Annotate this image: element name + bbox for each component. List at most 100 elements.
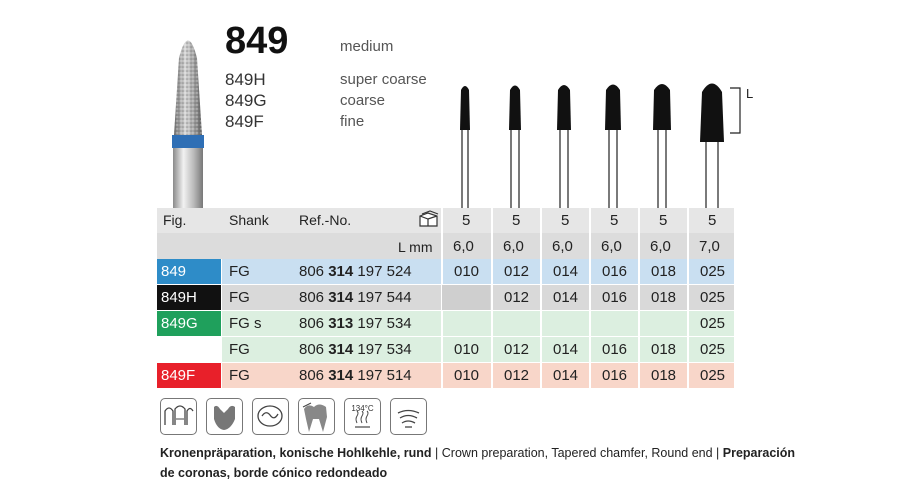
pack-count-cell: 5 bbox=[561, 212, 570, 229]
size-cell: 016 bbox=[602, 289, 628, 306]
table-row bbox=[222, 363, 734, 388]
pack-count-cell: 5 bbox=[462, 212, 471, 229]
ref-no-cell: 806 314 197 514 bbox=[299, 367, 412, 384]
shank-cell: FG bbox=[229, 263, 250, 280]
ref-prefix: 806 bbox=[299, 315, 325, 332]
length-cell: 6,0 bbox=[601, 238, 622, 255]
ref-bold-part: 314 bbox=[328, 289, 354, 306]
size-cell: 010 bbox=[454, 263, 480, 280]
size-cell: 025 bbox=[700, 341, 726, 358]
size-cell: 018 bbox=[651, 341, 677, 358]
size-cell: 016 bbox=[602, 341, 628, 358]
length-cell: 6,0 bbox=[650, 238, 671, 255]
size-cell: 010 bbox=[454, 367, 480, 384]
header-fig: Fig. bbox=[163, 212, 187, 228]
column-separator bbox=[687, 208, 689, 389]
table-header-row bbox=[157, 208, 734, 233]
ref-no-cell: 806 314 197 524 bbox=[299, 263, 412, 280]
header-ref-no: Ref.-No. bbox=[299, 212, 352, 228]
size-cell: 018 bbox=[651, 289, 677, 306]
size-cell: 012 bbox=[504, 367, 530, 384]
shank-cell: FG bbox=[229, 289, 250, 306]
size-cell: 025 bbox=[700, 263, 726, 280]
package-icon bbox=[419, 210, 439, 227]
ref-suffix: 197 534 bbox=[357, 315, 412, 332]
pack-count-cell: 5 bbox=[610, 212, 619, 229]
flame-shape-icon bbox=[390, 398, 427, 435]
column-separator bbox=[491, 208, 493, 389]
ref-suffix: 197 544 bbox=[357, 289, 412, 306]
description-separator-2: | bbox=[712, 446, 723, 460]
variant-grade-849g: coarse bbox=[340, 92, 386, 109]
description-es-1: Preparación bbox=[722, 446, 796, 460]
table-row bbox=[222, 337, 734, 362]
ref-no-cell: 806 314 197 544 bbox=[299, 289, 412, 306]
bur-photo bbox=[172, 40, 204, 208]
size-cell: 010 bbox=[454, 341, 480, 358]
shank-cell: FG bbox=[229, 367, 250, 384]
size-cell: 025 bbox=[700, 289, 726, 306]
length-cell: 6,0 bbox=[503, 238, 524, 255]
autoclave-temperature: 134°C bbox=[351, 404, 374, 413]
fig-badge: 849H bbox=[157, 285, 221, 310]
variant-code-849g: 849G bbox=[225, 91, 267, 110]
description-line-2: de coronas, borde cónico redondeado bbox=[160, 466, 387, 480]
variant-grade-849f: fine bbox=[340, 113, 365, 130]
description-de: Kronenpräparation, konische Hohlkehle, r… bbox=[160, 446, 432, 460]
description-separator-1: | bbox=[431, 446, 442, 460]
ref-bold-part: 313 bbox=[328, 315, 354, 332]
pack-count-cell: 5 bbox=[512, 212, 521, 229]
model-number: 849 bbox=[225, 20, 289, 62]
variant-code-849f: 849F bbox=[225, 112, 264, 131]
size-cell: 025 bbox=[700, 315, 726, 332]
column-separator bbox=[589, 208, 591, 389]
fig-badge: 849 bbox=[157, 259, 221, 284]
ref-bold-part: 314 bbox=[328, 367, 354, 384]
column-separator bbox=[540, 208, 542, 389]
size-cell: 025 bbox=[700, 367, 726, 384]
size-cell: 018 bbox=[651, 263, 677, 280]
shank-cell: FG bbox=[229, 341, 250, 358]
shank-cell: FG s bbox=[229, 315, 262, 332]
table-row bbox=[222, 259, 734, 284]
header-l-mm: L mm bbox=[398, 239, 433, 255]
ref-suffix: 197 524 bbox=[357, 263, 412, 280]
crown-preparation-icon bbox=[160, 398, 197, 435]
size-cell: 018 bbox=[651, 367, 677, 384]
variant-code-849h: 849H bbox=[225, 70, 266, 89]
size-cell: 012 bbox=[504, 341, 530, 358]
autoclave-134c-icon: 134°C bbox=[344, 398, 381, 435]
chamfer-icon bbox=[206, 398, 243, 435]
size-cell: 014 bbox=[553, 341, 579, 358]
length-label: L bbox=[746, 86, 754, 101]
size-cell: 016 bbox=[602, 263, 628, 280]
ref-bold-part: 314 bbox=[328, 263, 354, 280]
bur-size-silhouettes bbox=[460, 83, 741, 208]
ref-prefix: 806 bbox=[299, 289, 325, 306]
empty-size-cell bbox=[442, 285, 490, 310]
size-cell: 012 bbox=[504, 263, 530, 280]
ref-prefix: 806 bbox=[299, 367, 325, 384]
size-cell: 014 bbox=[553, 289, 579, 306]
ref-bold-part: 314 bbox=[328, 341, 354, 358]
ref-suffix: 197 514 bbox=[357, 367, 412, 384]
description-en: Crown preparation, Tapered chamfer, Roun… bbox=[441, 446, 713, 460]
ref-no-cell: 806 314 197 534 bbox=[299, 341, 412, 358]
ref-prefix: 806 bbox=[299, 263, 325, 280]
size-cell: 014 bbox=[553, 367, 579, 384]
fig-badge: 849F bbox=[157, 363, 221, 388]
ref-no-cell: 806 313 197 534 bbox=[299, 315, 412, 332]
size-cell: 016 bbox=[602, 367, 628, 384]
fig-badge: 849G bbox=[157, 311, 221, 336]
description-line-1: Kronenpräparation, konische Hohlkehle, r… bbox=[160, 446, 795, 460]
pack-count-cell: 5 bbox=[659, 212, 668, 229]
length-cell: 7,0 bbox=[699, 238, 720, 255]
ref-suffix: 197 534 bbox=[357, 341, 412, 358]
ref-prefix: 806 bbox=[299, 341, 325, 358]
column-separator bbox=[638, 208, 640, 389]
size-cell: 014 bbox=[553, 263, 579, 280]
variant-grade-849h: super coarse bbox=[340, 71, 427, 88]
table-row bbox=[222, 311, 734, 336]
size-cell: 012 bbox=[504, 289, 530, 306]
description-es-2: de coronas, borde cónico redondeado bbox=[160, 466, 388, 480]
